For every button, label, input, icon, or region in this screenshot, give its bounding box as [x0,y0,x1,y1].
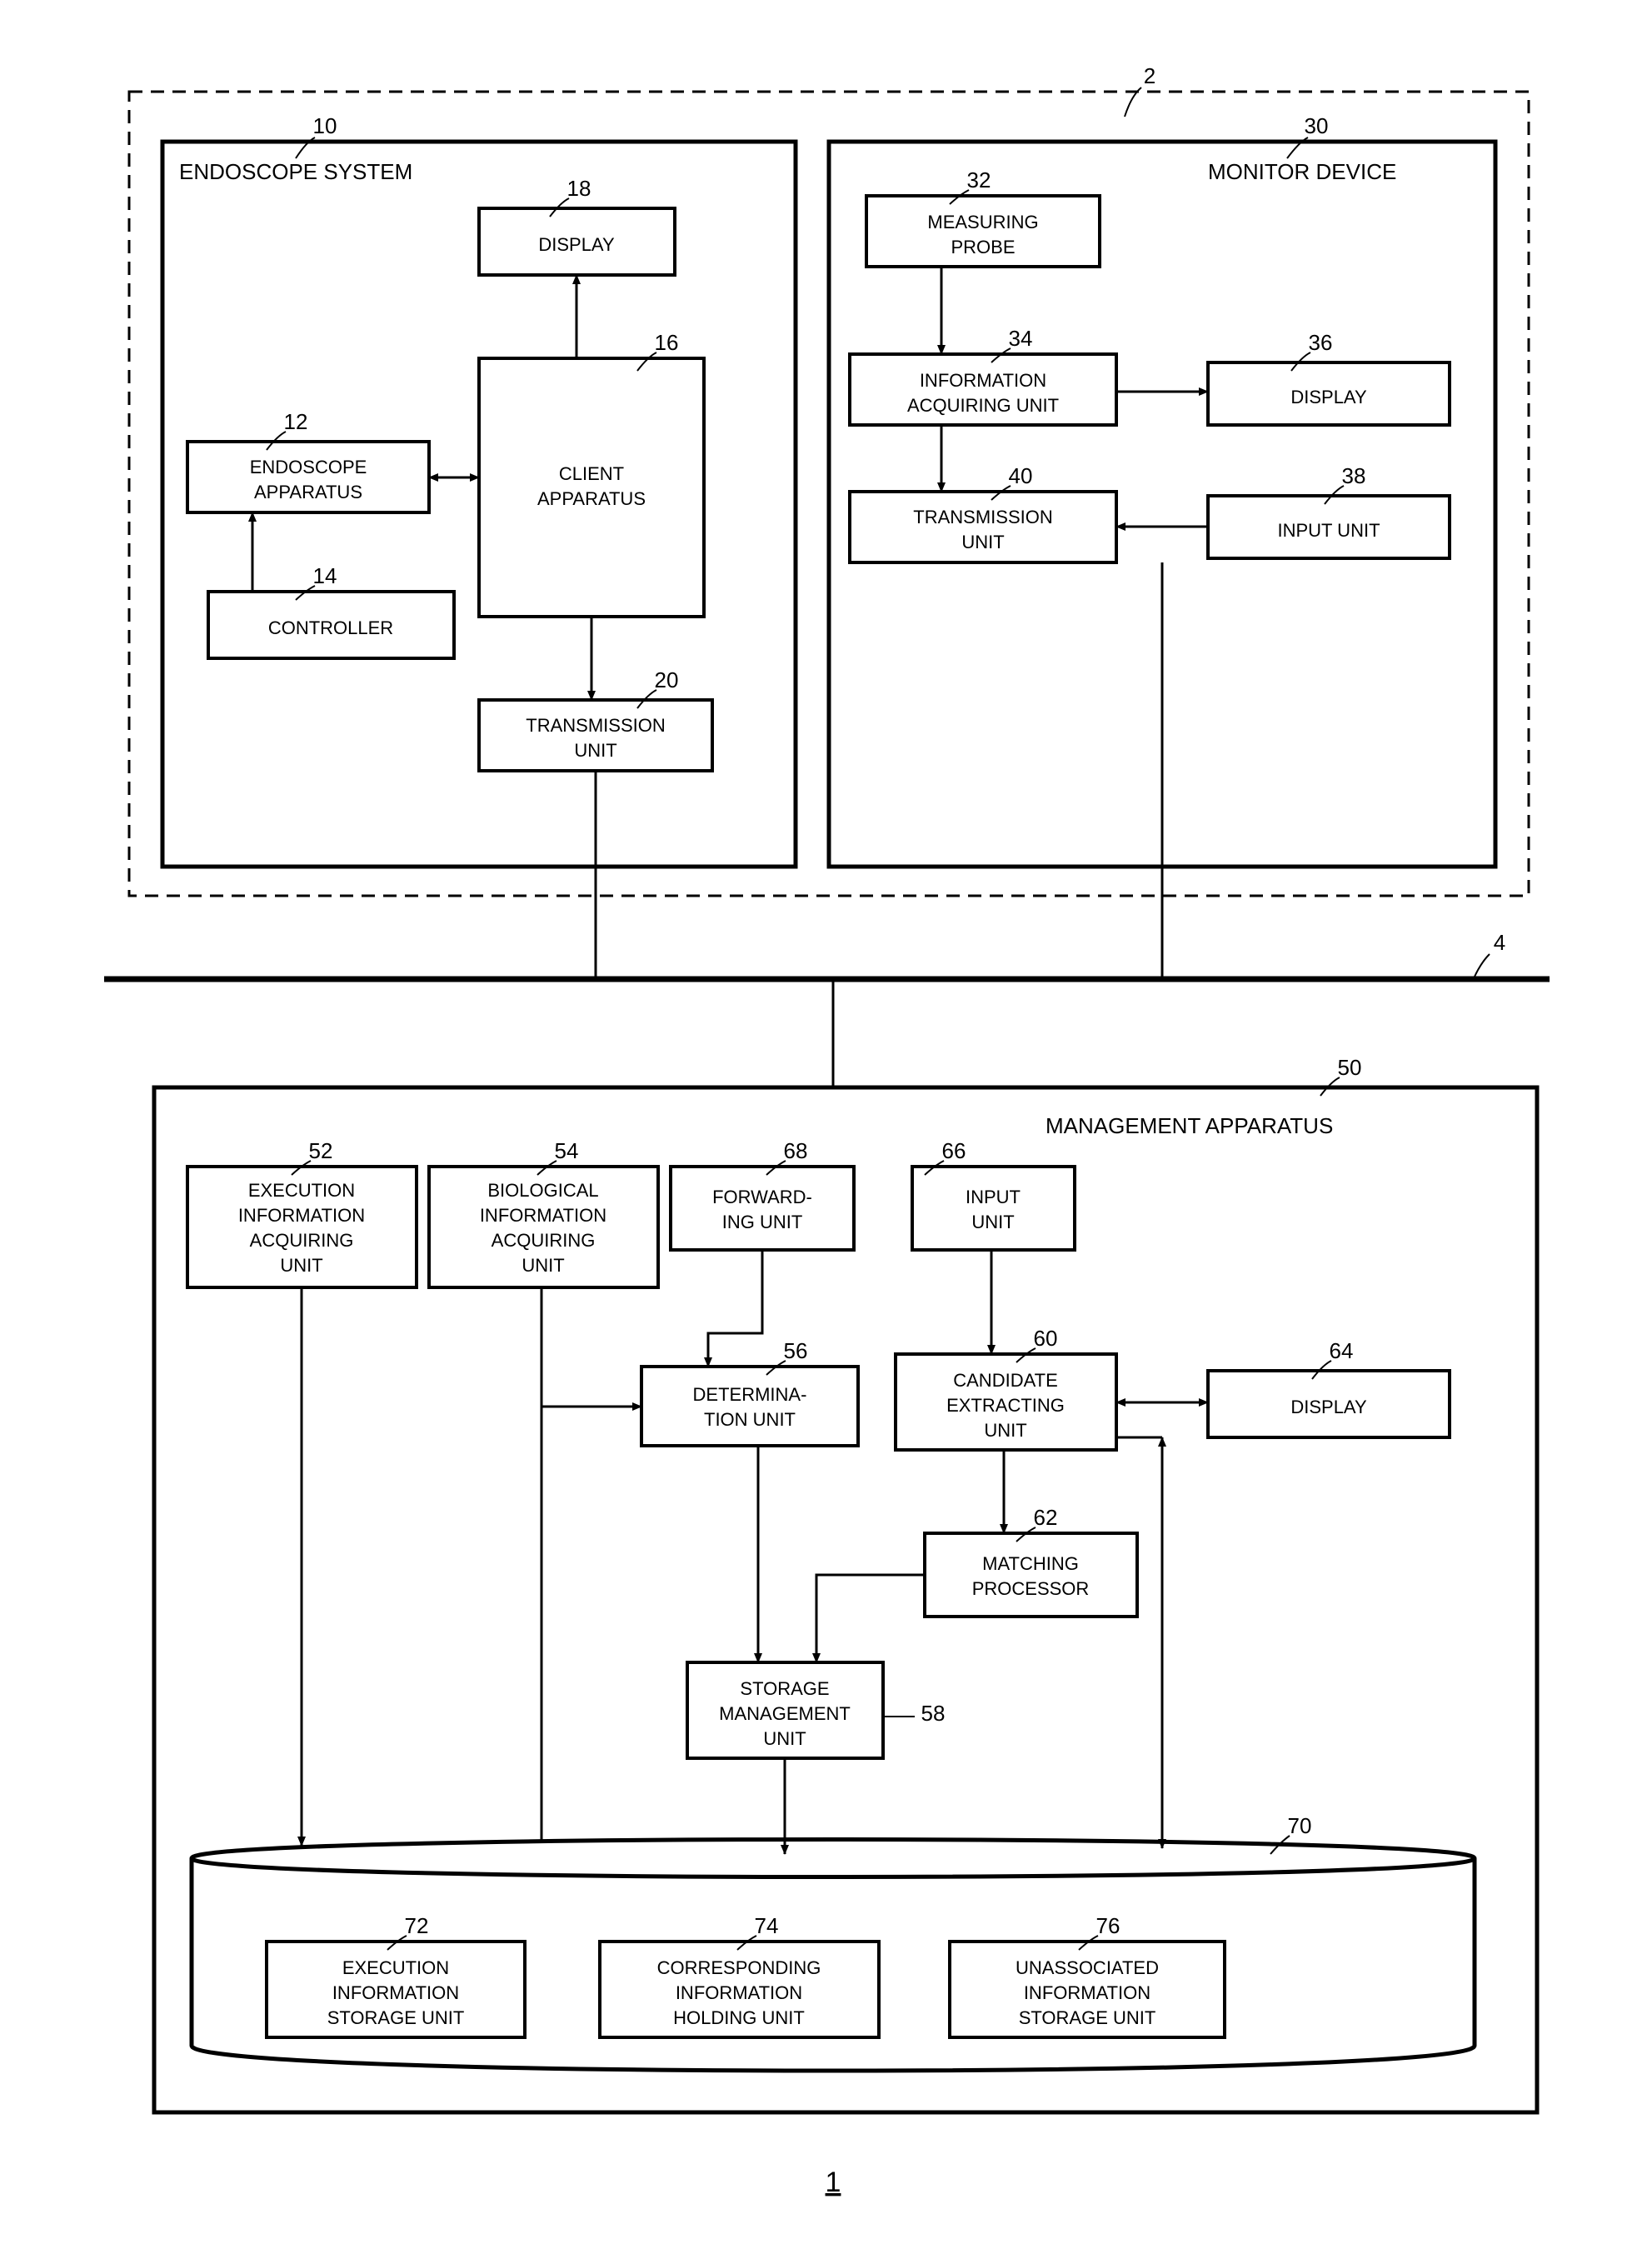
storage-mgmt-l2: MANAGEMENT [719,1703,851,1724]
tx-unit-40-label-1: TRANSMISSION [913,507,1052,527]
arrow-62-58 [816,1575,925,1662]
bio-info-acq-l1: BIOLOGICAL [487,1180,598,1201]
info-acq-34-label-1: INFORMATION [920,370,1046,391]
cand-extract-l3: UNIT [984,1420,1026,1441]
unassoc-info-storage-l2: INFORMATION [1024,1982,1150,2003]
title-monitor-device: MONITOR DEVICE [1208,159,1396,184]
ref-2: 2 [1144,63,1155,88]
ref-56: 56 [784,1338,808,1363]
arrow-68-56 [708,1250,762,1367]
ref-34: 34 [1009,326,1033,351]
measuring-probe-label-2: PROBE [951,237,1015,257]
endoscope-apparatus-label-2: APPARATUS [254,482,362,502]
ref-68: 68 [784,1138,808,1163]
exec-info-acq-l1: EXECUTION [248,1180,355,1201]
title-endoscope-system: ENDOSCOPE SYSTEM [179,159,412,184]
exec-info-storage-l2: INFORMATION [332,1982,459,2003]
cand-extract-l1: CANDIDATE [953,1370,1058,1391]
corr-info-holding-l2: INFORMATION [676,1982,802,2003]
determination-l2: TION UNIT [704,1409,796,1430]
ref-4-leader [1475,954,1490,977]
matching-l2: PROCESSOR [972,1578,1090,1599]
ref-76: 76 [1096,1913,1120,1938]
ref-70: 70 [1288,1813,1312,1838]
display-18-label: DISPLAY [538,234,615,255]
storage-mgmt-l1: STORAGE [740,1678,829,1699]
cand-extract-l2: EXTRACTING [946,1395,1065,1416]
ref-72: 72 [405,1913,429,1938]
corr-info-holding-l1: CORRESPONDING [657,1957,821,1978]
ref-58: 58 [921,1701,946,1726]
forwarding-box [671,1167,854,1250]
ref-18: 18 [567,176,591,201]
determination-box [641,1367,858,1446]
corr-info-holding-l3: HOLDING UNIT [673,2007,805,2028]
forwarding-l2: ING UNIT [722,1212,803,1232]
ref-40: 40 [1009,463,1033,488]
exec-info-acq-l4: UNIT [280,1255,322,1276]
matching-l1: MATCHING [982,1553,1079,1574]
forwarding-l1: FORWARD- [712,1187,812,1207]
storage-mgmt-l3: UNIT [763,1728,806,1749]
ref-38: 38 [1342,463,1366,488]
ref-74: 74 [755,1913,779,1938]
input-unit-38-label: INPUT UNIT [1277,520,1380,541]
display-36-label: DISPLAY [1290,387,1367,407]
ref-30: 30 [1305,113,1329,138]
tx-unit-20-label-2: UNIT [574,740,616,761]
info-acq-34-label-2: ACQUIRING UNIT [907,395,1059,416]
input-unit-66-l1: INPUT [966,1187,1021,1207]
bio-info-acq-l4: UNIT [522,1255,564,1276]
ref-4: 4 [1494,930,1505,955]
ref-52: 52 [309,1138,333,1163]
ref-1: 1 [826,2167,841,2198]
tx-unit-20-label-1: TRANSMISSION [526,715,665,736]
exec-info-acq-l2: INFORMATION [238,1205,365,1226]
ref-14: 14 [313,563,337,588]
ref-16: 16 [655,330,679,355]
client-apparatus-label-1: CLIENT [559,463,624,484]
ref-16-leader [637,352,656,371]
ref-12: 12 [284,409,308,434]
unassoc-info-storage-l3: STORAGE UNIT [1019,2007,1156,2028]
input-unit-66-l2: UNIT [971,1212,1014,1232]
exec-info-storage-l3: STORAGE UNIT [327,2007,465,2028]
exec-info-acq-l3: ACQUIRING [250,1230,354,1251]
arrow-54-56 [542,1287,641,1407]
ref-60: 60 [1034,1326,1058,1351]
title-mgmt-apparatus: MANAGEMENT APPARATUS [1046,1113,1333,1138]
ref-64: 64 [1330,1338,1354,1363]
ref-20: 20 [655,667,679,692]
controller-label: CONTROLLER [268,617,393,638]
measuring-probe-label-1: MEASURING [927,212,1038,232]
display-64-label: DISPLAY [1290,1397,1367,1417]
bio-info-acq-l2: INFORMATION [480,1205,606,1226]
unassoc-info-storage-l1: UNASSOCIATED [1016,1957,1159,1978]
client-apparatus-label-2: APPARATUS [537,488,646,509]
determination-l1: DETERMINA- [693,1384,807,1405]
ref-66: 66 [942,1138,966,1163]
ref-50: 50 [1338,1055,1362,1080]
ref-54: 54 [555,1138,579,1163]
matching-box [925,1533,1137,1617]
exec-info-storage-l1: EXECUTION [342,1957,449,1978]
tx-unit-40-label-2: UNIT [961,532,1004,552]
ref-36: 36 [1309,330,1333,355]
ref-10: 10 [313,113,337,138]
bio-info-acq-l3: ACQUIRING [492,1230,596,1251]
endoscope-apparatus-label-1: ENDOSCOPE [250,457,367,477]
ref-32: 32 [967,167,991,192]
ref-62: 62 [1034,1505,1058,1530]
input-unit-66-box [912,1167,1075,1250]
